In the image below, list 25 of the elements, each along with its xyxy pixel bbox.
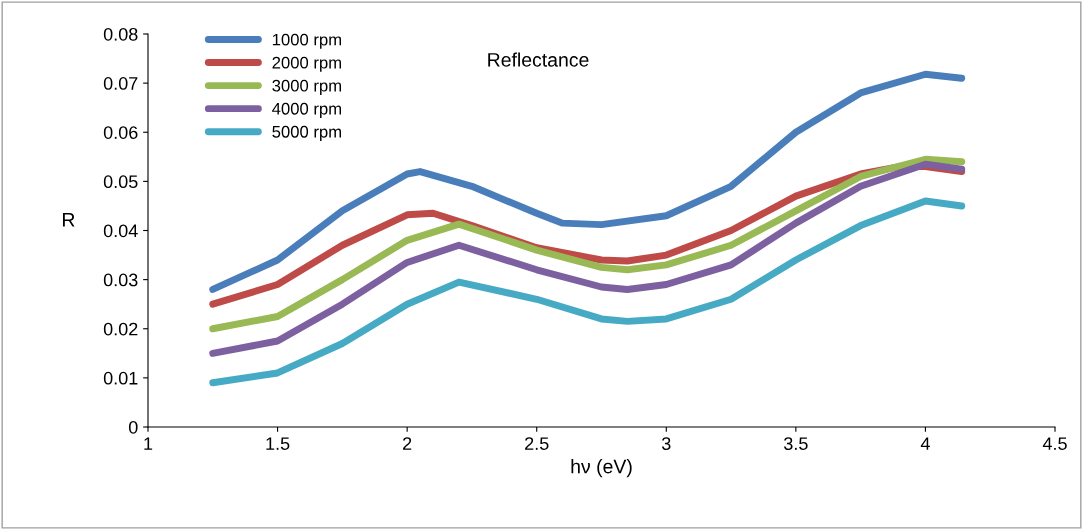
y-axis-title: R [62,213,75,227]
x-axis-title: hν (eV) [571,459,632,478]
y-tick-label: 0.05 [103,175,138,189]
y-tick-label: 0 [128,420,138,434]
x-tick-label: 4 [920,437,930,450]
x-tick-label: 2 [403,437,412,450]
x-tick-label: 3.5 [784,437,808,450]
y-tick-label: 0.06 [103,126,138,139]
legend-label: 3000 rpm [272,79,341,95]
x-tick-label: 4.5 [1042,437,1067,450]
y-tick-label: 0.08 [103,27,138,41]
x-tick-label: 3 [661,437,671,450]
legend-label: 2000 rpm [272,56,341,72]
y-tick-label: 0.02 [103,322,138,336]
legend-label: 5000 rpm [272,125,341,141]
x-tick-label: 1.5 [266,437,290,450]
x-tick-label: 1 [144,437,153,450]
x-tick-label: 2.5 [525,437,549,450]
text: Reflectance [488,52,589,67]
y-tick-label: 0.03 [103,273,138,287]
y-tick-label: 0.07 [103,77,138,90]
y-tick-label: 0.04 [103,224,138,238]
legend-label: 4000 rpm [272,102,341,118]
legend-label: 1000 rpm [272,33,341,49]
y-tick-label: 0.01 [103,371,138,385]
